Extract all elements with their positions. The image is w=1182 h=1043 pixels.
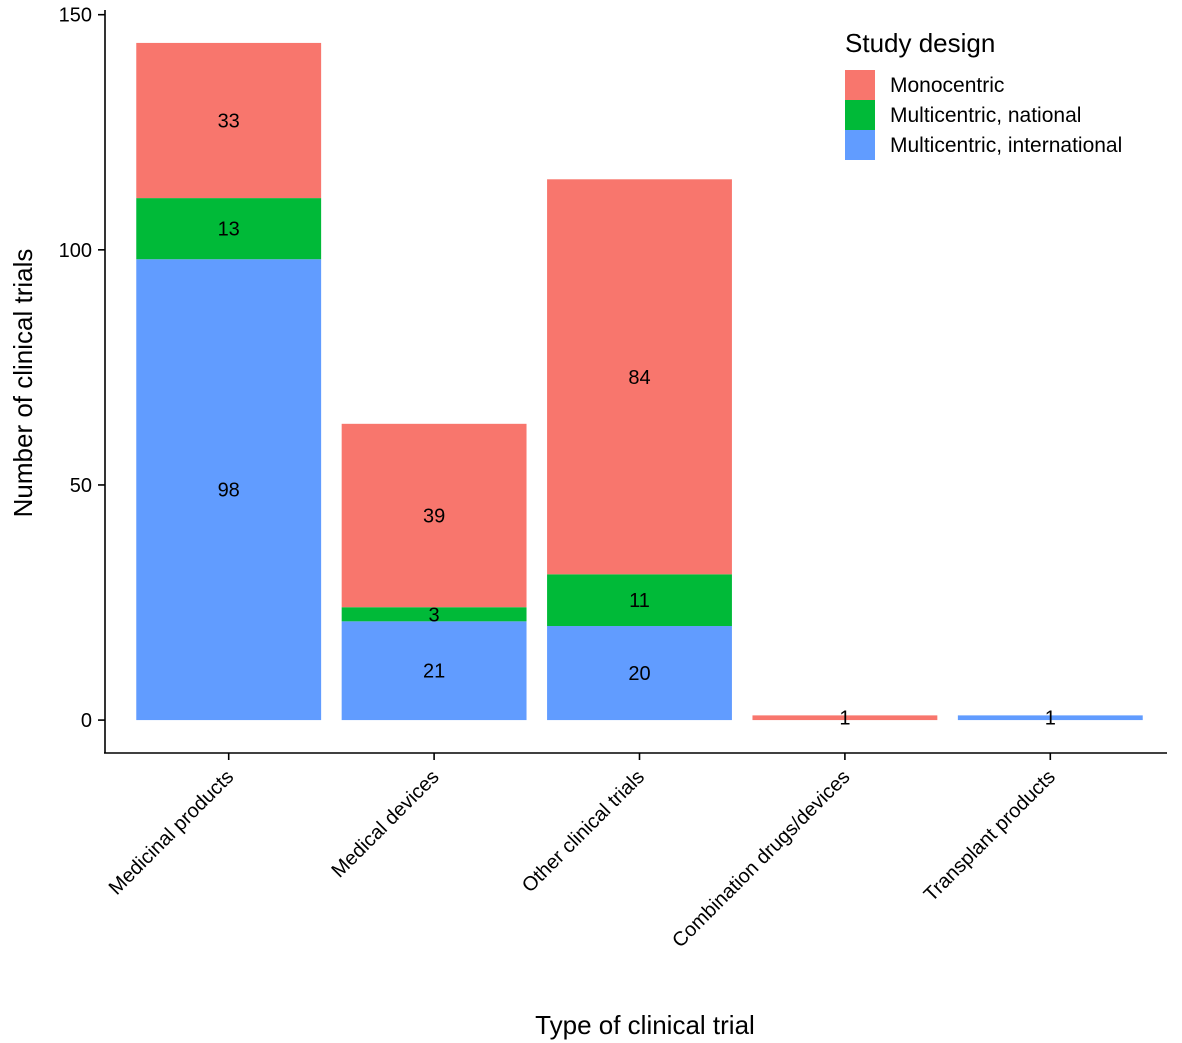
legend: Study design Monocentric Multicentric, na…	[845, 28, 1122, 160]
x-axis-title: Type of clinical trial	[535, 1010, 755, 1040]
data-label: 13	[218, 219, 240, 241]
bar-segment	[752, 715, 938, 721]
legend-title: Study design	[845, 28, 995, 58]
x-ticks-layer: Medicinal products Medical devices Other c…	[105, 753, 1060, 952]
x-tick-label: Combination drugs/devices	[668, 766, 854, 952]
legend-label: Multicentric, international	[890, 134, 1122, 157]
x-tick-label: Transplant products	[920, 766, 1060, 906]
y-tick-label: 0	[81, 710, 92, 732]
data-label: 33	[218, 111, 240, 133]
bar-segment	[957, 715, 1143, 721]
x-tick-label: Medical devices	[327, 766, 443, 882]
data-label: 11	[629, 590, 650, 612]
x-tick-label: Medicinal products	[105, 766, 238, 899]
bar-segment	[341, 621, 527, 721]
legend-swatch	[845, 70, 875, 100]
data-label: 1	[839, 708, 850, 730]
y-tick-label: 100	[59, 240, 92, 262]
bar-segment	[341, 607, 527, 622]
bar-segment	[136, 42, 322, 199]
data-label: 1	[1045, 708, 1056, 730]
y-axis-title: Number of clinical trials	[8, 249, 38, 518]
data-label: 39	[423, 506, 445, 528]
legend-label: Multicentric, national	[890, 104, 1081, 127]
bars-layer	[136, 42, 1143, 721]
bar-segment	[136, 259, 322, 721]
data-label: 98	[218, 480, 240, 502]
data-label: 21	[423, 661, 445, 683]
legend-swatch	[845, 100, 875, 130]
x-tick-label: Other clinical trials	[518, 766, 649, 897]
bar-segment	[547, 574, 732, 627]
y-tick-label: 50	[70, 475, 92, 497]
data-label: 3	[429, 604, 440, 626]
bar-segment	[136, 198, 322, 260]
legend-label: Monocentric	[890, 74, 1004, 97]
axes-layer	[104, 10, 1167, 754]
data-label: 20	[628, 663, 650, 685]
bar-segment	[341, 423, 527, 608]
legend-swatch	[845, 130, 875, 160]
y-ticks-layer: 0 50 100 150	[59, 5, 105, 732]
bar-segment	[547, 179, 732, 575]
data-label: 84	[628, 367, 650, 389]
bar-segment	[547, 626, 732, 721]
y-tick-label: 150	[59, 5, 92, 27]
